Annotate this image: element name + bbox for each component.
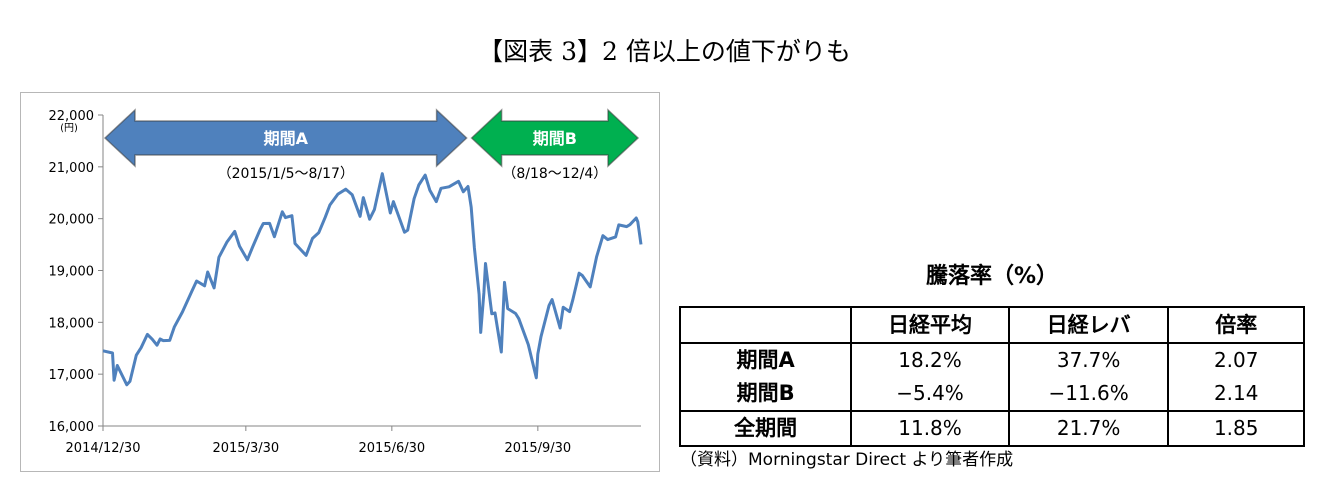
table-row: 期間B −5.4% −11.6% 2.14 bbox=[678, 377, 1305, 411]
period-range-text: （8/18～12/4） bbox=[502, 166, 607, 182]
x-tick-label: 2015/6/30 bbox=[359, 441, 426, 456]
table-cell: 1.85 bbox=[1167, 410, 1305, 447]
table-title: 騰落率（%） bbox=[925, 264, 1059, 289]
table-cell: 21.7% bbox=[1007, 410, 1170, 447]
table-row-total: 全期間 11.8% 21.7% 1.85 bbox=[678, 410, 1305, 447]
y-tick-label: 22,000 bbox=[49, 109, 95, 124]
table-cell: 2.07 bbox=[1167, 343, 1305, 377]
period-range-text: （2015/1/5～8/17） bbox=[218, 166, 354, 182]
table-cell: 11.8% bbox=[850, 410, 1010, 447]
table-cell: 37.7% bbox=[1007, 343, 1170, 377]
chart-svg: 16,000 17,000 18,000 19,000 20,000 21,000 22,0… bbox=[49, 108, 643, 456]
period-arrow bbox=[103, 108, 468, 168]
x-tick-label: 2015/9/30 bbox=[505, 441, 572, 456]
y-tick-label: 20,000 bbox=[49, 213, 95, 228]
series-line bbox=[102, 172, 643, 387]
chart-frame: 16,000 17,000 18,000 19,000 20,000 21,000 22,0… bbox=[20, 92, 660, 472]
x-tick-label: 2014/12/30 bbox=[66, 441, 141, 456]
y-unit-label: (円) bbox=[60, 123, 78, 134]
y-tick-label: 21,000 bbox=[49, 161, 95, 176]
table-cell: −11.6% bbox=[1007, 377, 1170, 411]
header-cell: 倍率 bbox=[1167, 306, 1305, 344]
table-cell: 18.2% bbox=[850, 343, 1010, 377]
returns-table: 日経平均 日経レバ 倍率 期間A 18.2% 37.7% 2.07 期間B −5… bbox=[678, 306, 1305, 447]
header-cell: 日経レバ bbox=[1007, 306, 1170, 344]
table-cell: 2.14 bbox=[1167, 377, 1305, 411]
row-label: 期間B bbox=[678, 377, 853, 411]
row-label: 全期間 bbox=[678, 410, 853, 447]
period-arrow bbox=[470, 108, 640, 168]
x-tick-label: 2015/3/30 bbox=[212, 441, 279, 456]
period-label: 期間A bbox=[264, 129, 309, 148]
table-row: 期間A 18.2% 37.7% 2.07 bbox=[678, 343, 1305, 377]
row-label: 期間A bbox=[678, 343, 853, 377]
figure-title: 【図表 3】2 倍以上の値下がりも bbox=[478, 37, 851, 66]
table-header-row: 日経平均 日経レバ 倍率 bbox=[678, 306, 1305, 344]
table-cell: −5.4% bbox=[850, 377, 1010, 411]
source-note: （資料）Morningstar Direct より筆者作成 bbox=[680, 450, 1014, 470]
period-label: 期間B bbox=[533, 129, 577, 148]
y-tick-label: 19,000 bbox=[49, 265, 95, 280]
header-cell bbox=[678, 306, 853, 344]
y-tick-label: 17,000 bbox=[49, 368, 95, 383]
y-tick-label: 16,000 bbox=[49, 420, 95, 435]
header-cell: 日経平均 bbox=[850, 306, 1010, 344]
y-tick-label: 18,000 bbox=[49, 316, 95, 331]
